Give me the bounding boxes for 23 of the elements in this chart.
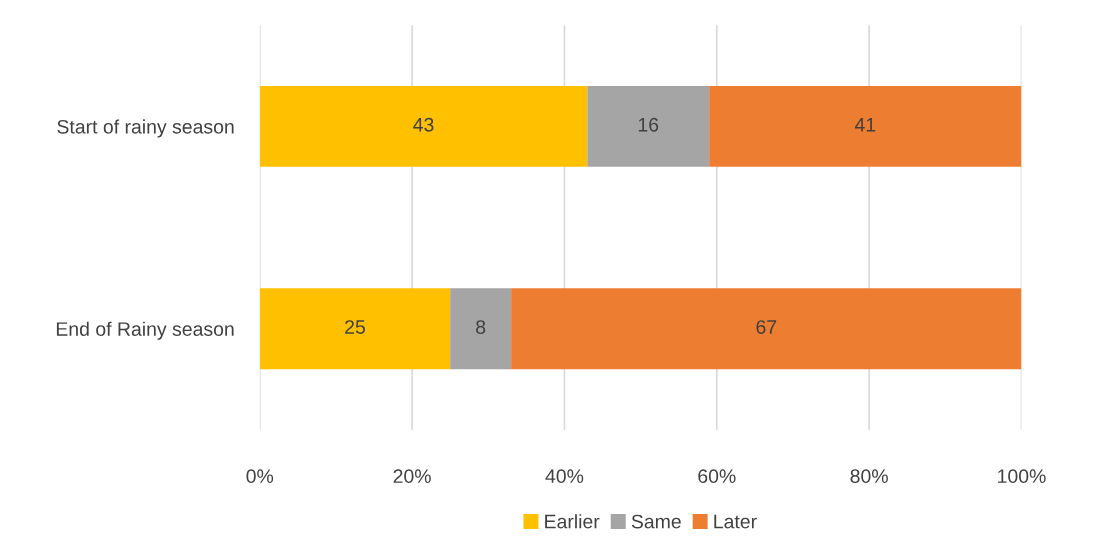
data-label: 16: [638, 117, 659, 132]
data-label: 67: [756, 320, 777, 334]
x-tick-label: 100%: [998, 469, 1046, 484]
legend-label: Earlier: [545, 514, 600, 529]
x-tick-label: 20%: [393, 469, 431, 484]
data-label: 41: [854, 118, 876, 132]
legend-label: Later: [714, 514, 757, 529]
data-label: 8: [476, 320, 486, 334]
x-tick-label: 40%: [545, 469, 584, 484]
x-tick-label: 60%: [698, 469, 736, 484]
bar: [450, 288, 512, 370]
y-tick-label: Start of rainy season: [57, 119, 234, 138]
x-tick-label: 0%: [246, 469, 274, 484]
legend-label: Same: [631, 514, 681, 529]
bar: [709, 85, 1022, 167]
bar: [587, 85, 710, 167]
bar: [259, 85, 588, 167]
x-tick-label: 80%: [850, 469, 888, 484]
bar: [259, 288, 451, 370]
data-label: 25: [345, 320, 365, 334]
bar: [511, 288, 1022, 370]
data-label: 43: [413, 117, 434, 132]
y-tick-label: End of Rainy season: [56, 321, 234, 340]
